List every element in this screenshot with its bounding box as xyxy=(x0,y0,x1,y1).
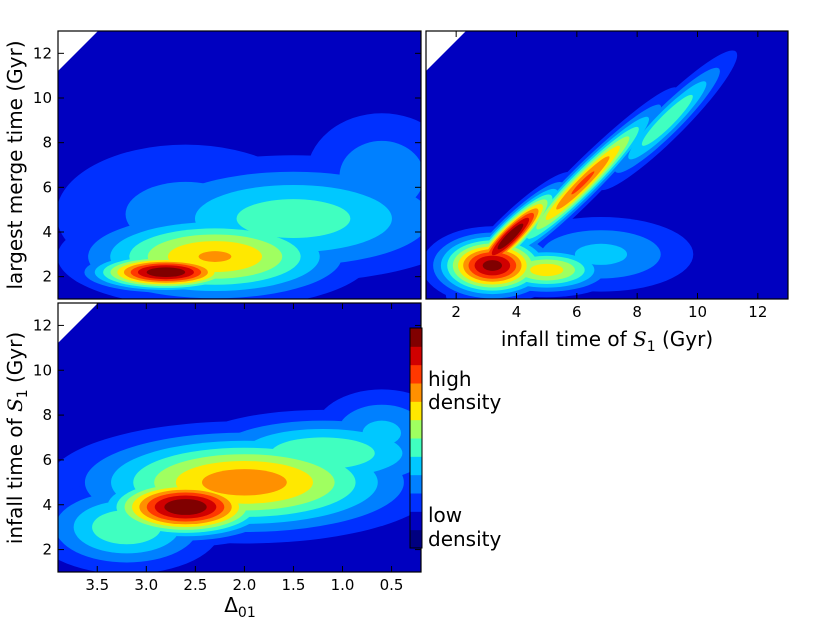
colorbar-frame xyxy=(409,327,423,549)
y-tick-label: 6 xyxy=(42,178,52,196)
x-tick-label: 10 xyxy=(688,303,707,321)
x-tick-label: 4 xyxy=(512,303,522,321)
density-level-11 xyxy=(146,267,186,278)
panel-top-left: 2 4 6 8 10 12 largest merge time (Gyr) xyxy=(3,30,422,300)
axes-frame-top-right xyxy=(425,30,789,300)
y-tick-label: 4 xyxy=(42,223,52,241)
colorbar-low-label-line1: low xyxy=(428,503,462,527)
x-tick-label: 2.0 xyxy=(232,576,256,594)
colorbar-level-6 xyxy=(410,419,422,439)
density-contours-top-right xyxy=(426,31,788,299)
y-tick-label: 12 xyxy=(33,316,52,334)
x-tick-label: 8 xyxy=(632,303,642,321)
density-blob xyxy=(497,223,524,250)
colorbar-level-2 xyxy=(410,493,422,512)
colorbar-level-10 xyxy=(410,346,422,366)
empty-region xyxy=(58,303,98,343)
colorbar-level-11 xyxy=(410,328,422,347)
colorbar-level-1 xyxy=(410,511,422,531)
density-blob xyxy=(641,94,693,146)
y-tick-label: 8 xyxy=(42,406,52,424)
colorbar-level-0 xyxy=(410,529,422,549)
x-tick-label: 1.0 xyxy=(331,576,355,594)
y-tick-label: 10 xyxy=(33,89,52,107)
density-blob xyxy=(482,260,503,271)
y-axis-label-bottom-left: infall time of S1 (Gyr) xyxy=(3,332,31,544)
panel-bottom-left: 3.5 3.0 2.5 2.0 1.5 1.0 0.5 2 4 6 8 10 12 Δ01 infal… xyxy=(3,302,422,621)
colorbar-high-label-line2: density xyxy=(428,390,501,414)
x-ticks-top-right: 2 4 6 8 10 12 xyxy=(451,31,767,321)
x-tick-label: 0.5 xyxy=(380,576,404,594)
density-contours-top-left xyxy=(58,31,421,299)
y-tick-label: 8 xyxy=(42,134,52,152)
colorbar-low-label-line2: density xyxy=(428,527,501,551)
axes-frame-top-left xyxy=(57,30,422,300)
x-tick-label: 2 xyxy=(451,303,461,321)
x-tick-label: 3.5 xyxy=(85,576,109,594)
y-tick-label: 2 xyxy=(42,541,52,559)
density-blob xyxy=(146,267,186,278)
x-ticks-bottom-left: 3.5 3.0 2.5 2.0 1.5 1.0 0.5 xyxy=(85,303,403,594)
density-blob xyxy=(164,499,207,515)
panel-top-right: 2 4 6 8 10 12 infall time of S1 (Gyr) xyxy=(425,30,789,355)
x-tick-label: 12 xyxy=(748,303,767,321)
x-tick-label: 6 xyxy=(572,303,582,321)
density-blob xyxy=(198,251,232,262)
colorbar-level-3 xyxy=(410,474,422,494)
density-blob xyxy=(362,420,402,446)
colorbar: high density low density xyxy=(409,327,501,551)
colorbar-high-label-line1: high xyxy=(428,367,472,391)
y-ticks-top-left: 2 4 6 8 10 12 xyxy=(33,44,421,286)
x-axis-label-top-right: infall time of S1 (Gyr) xyxy=(501,327,713,355)
y-axis-label-top-left: largest merge time (Gyr) xyxy=(3,40,27,289)
density-level-11 xyxy=(164,499,207,515)
colorbar-level-8 xyxy=(410,383,422,402)
density-level-11 xyxy=(482,223,524,271)
colorbar-levels xyxy=(410,328,422,549)
empty-region xyxy=(426,31,466,71)
empty-region xyxy=(58,31,98,71)
density-blob xyxy=(236,199,351,239)
colorbar-level-7 xyxy=(410,401,422,421)
y-tick-label: 10 xyxy=(33,361,52,379)
y-tick-label: 4 xyxy=(42,496,52,514)
density-blob xyxy=(571,171,595,195)
colorbar-level-4 xyxy=(410,456,422,476)
y-tick-label: 6 xyxy=(42,451,52,469)
x-axis-label-bottom-left: Δ01 xyxy=(224,593,256,621)
colorbar-level-9 xyxy=(410,364,422,384)
y-tick-label: 2 xyxy=(42,268,52,286)
density-contours-bottom-left xyxy=(58,303,421,572)
colorbar-level-5 xyxy=(410,438,422,457)
density-blob xyxy=(530,263,564,277)
x-tick-label: 1.5 xyxy=(282,576,306,594)
y-tick-label: 12 xyxy=(33,44,52,62)
density-blob xyxy=(201,469,287,496)
x-tick-label: 3.0 xyxy=(134,576,158,594)
density-blob xyxy=(574,243,628,265)
x-tick-label: 2.5 xyxy=(183,576,207,594)
